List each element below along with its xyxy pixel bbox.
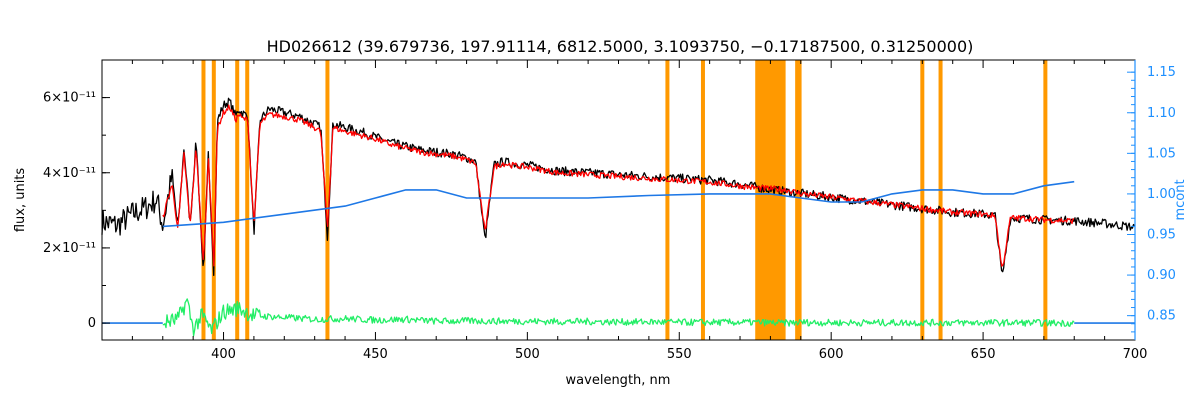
masked-line-6	[700, 60, 705, 340]
x-tick-label-400: 400	[211, 347, 236, 362]
y-axis-right: 0.85 0.90 0.95 1.00 1.05 1.10 1.15	[1127, 60, 1176, 340]
y2-tick-label-0: 0.85	[1147, 309, 1176, 324]
masked-line-8	[797, 60, 802, 340]
y2-tick-label-6: 1.15	[1147, 65, 1176, 80]
series-layer	[101, 97, 1135, 337]
masked-line-7	[795, 60, 800, 340]
x-axis: 400 450 500 550 600 650 700	[101, 60, 1148, 362]
y2-tick-label-4: 1.05	[1147, 146, 1176, 161]
x-tick-label-700: 700	[1123, 347, 1148, 362]
x-tick-label-450: 450	[363, 347, 388, 362]
masked-line-0	[201, 60, 206, 340]
y-axis-left: 0 2×10⁻¹¹ 4×10⁻¹¹ 6×10⁻¹¹	[43, 59, 110, 331]
series-observed	[101, 97, 1135, 277]
y-tick-label-1: 2×10⁻¹¹	[43, 241, 96, 256]
masked-line-9	[920, 60, 925, 340]
y2-axis-title: mcont	[1173, 179, 1188, 220]
masked-line-10	[938, 60, 943, 340]
chart-title: HD026612 (39.679736, 197.91114, 6812.500…	[267, 37, 974, 56]
y-tick-label-0: 0	[88, 316, 96, 331]
x-tick-label-650: 650	[971, 347, 996, 362]
masked-line-11	[1043, 60, 1048, 340]
masked-line-3	[245, 60, 250, 340]
masked-band	[755, 60, 786, 340]
y-axis-title: flux, units	[13, 168, 28, 233]
x-tick-label-550: 550	[667, 347, 692, 362]
x-tick-label-500: 500	[515, 347, 540, 362]
y2-tick-label-2: 0.95	[1147, 227, 1176, 242]
series-mcont	[162, 180, 1075, 228]
x-axis-title: wavelength, nm	[566, 373, 671, 388]
x-tick-label-600: 600	[819, 347, 844, 362]
y2-tick-label-1: 0.90	[1147, 268, 1176, 283]
masked-line-2	[235, 60, 240, 340]
masked-line-1	[211, 60, 216, 340]
series-residual	[162, 298, 1075, 337]
masked-line-4	[325, 60, 330, 340]
y2-tick-label-3: 1.00	[1147, 187, 1176, 202]
masked-regions	[201, 60, 1048, 340]
y2-tick-label-5: 1.10	[1147, 106, 1176, 121]
y-tick-label-3: 6×10⁻¹¹	[43, 91, 96, 106]
y-tick-label-2: 4×10⁻¹¹	[43, 166, 96, 181]
series-model	[162, 104, 1075, 267]
plot-frame	[101, 59, 1136, 341]
masked-line-5	[665, 60, 670, 340]
